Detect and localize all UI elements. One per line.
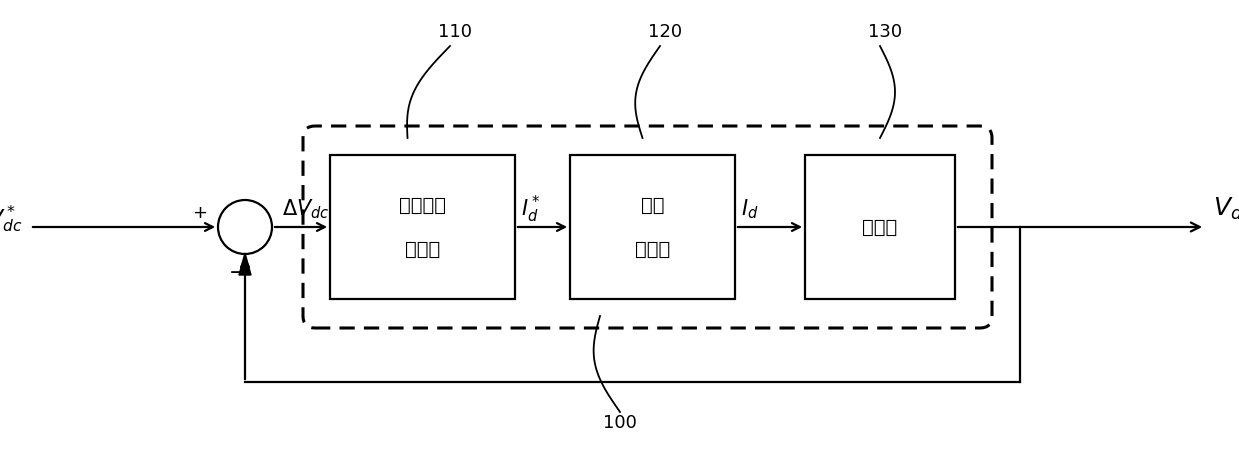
Text: 110: 110 xyxy=(439,23,472,41)
Text: 130: 130 xyxy=(869,23,902,41)
Text: $I^*_d$: $I^*_d$ xyxy=(522,193,540,225)
Text: $V^*_{dc}$: $V^*_{dc}$ xyxy=(0,203,22,235)
Bar xyxy=(330,155,515,299)
Text: $+$: $+$ xyxy=(192,204,208,222)
Text: 120: 120 xyxy=(648,23,681,41)
Text: 控制器: 控制器 xyxy=(634,240,670,258)
Bar xyxy=(805,155,955,299)
Text: 电流: 电流 xyxy=(641,196,664,214)
Text: $V_{dc}$: $V_{dc}$ xyxy=(1213,196,1239,222)
Text: 直流侧: 直流侧 xyxy=(862,217,897,237)
Polygon shape xyxy=(239,253,252,275)
Text: 直流电压: 直流电压 xyxy=(399,196,446,214)
Text: $I_d$: $I_d$ xyxy=(741,197,758,221)
Text: $\Delta V_{dc}$: $\Delta V_{dc}$ xyxy=(282,197,330,221)
Bar xyxy=(570,155,735,299)
Text: $-$: $-$ xyxy=(228,261,245,281)
Text: 调节器: 调节器 xyxy=(405,240,440,258)
Text: 100: 100 xyxy=(603,414,637,432)
